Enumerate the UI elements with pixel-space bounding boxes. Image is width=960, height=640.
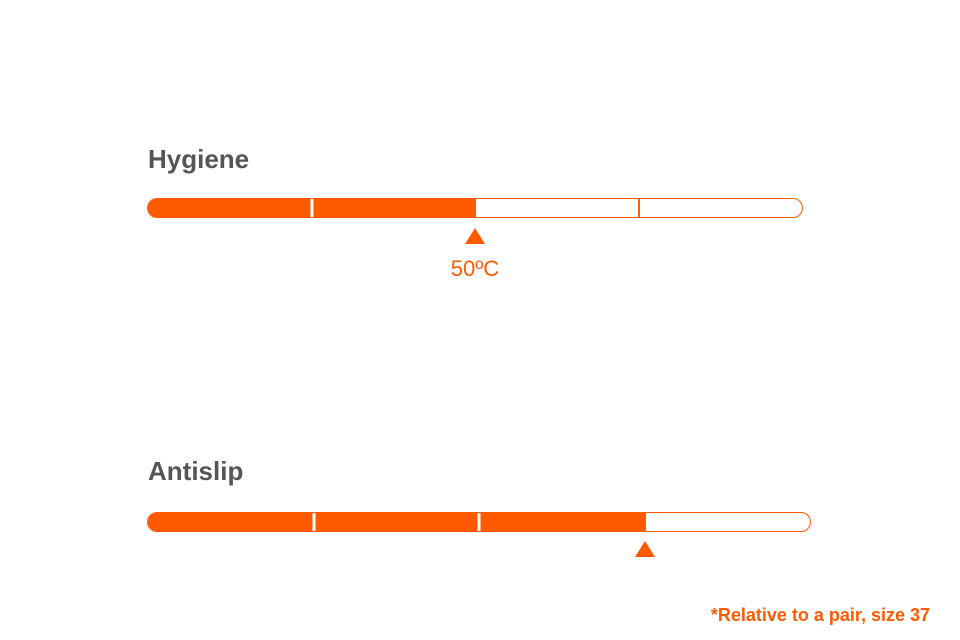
hygiene-level-bar: [147, 198, 803, 218]
segment-divider: [474, 199, 476, 217]
segment-divider: [637, 199, 640, 217]
segment-divider: [312, 513, 315, 531]
segment-divider: [643, 513, 646, 531]
bar-fill: [148, 513, 645, 531]
metric-title: Antislip: [148, 456, 244, 486]
marker-label: 50ºC: [450, 256, 500, 281]
metric-title: Hygiene: [148, 144, 250, 174]
segment-divider: [310, 199, 313, 217]
segment-divider: [477, 513, 481, 531]
level-marker-icon: [635, 541, 655, 557]
level-marker-icon: [465, 228, 485, 244]
footnote: *Relative to a pair, size 37: [710, 605, 930, 625]
antislip-level-bar: [147, 512, 811, 532]
